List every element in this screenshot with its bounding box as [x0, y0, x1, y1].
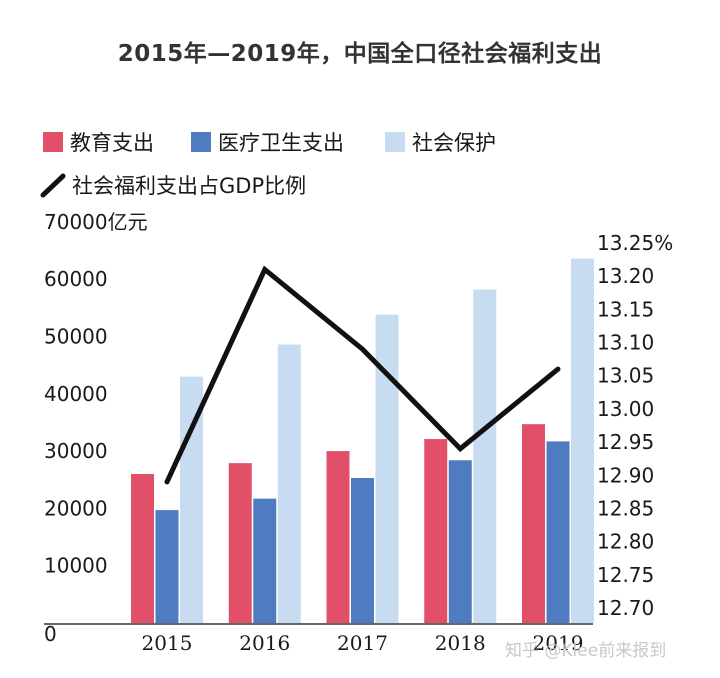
- y-right-tick-label: 13.10: [597, 331, 654, 355]
- bar-education-2019: [522, 424, 545, 623]
- bars-layer: [131, 258, 594, 623]
- y-left-tick-label: 50000: [44, 325, 108, 349]
- y-left-tick-label: 20000: [44, 496, 108, 520]
- bar-health-2018: [448, 460, 472, 623]
- y-right-tick-label: 13.00: [597, 397, 654, 421]
- bar-social-protection-2019: [571, 258, 594, 623]
- legend-swatch-education: [43, 132, 63, 152]
- y-left-tick-label: 70000亿元: [44, 210, 148, 234]
- legend-item-health: 医疗卫生支出: [191, 127, 344, 157]
- y-right-tick-label: 12.85: [597, 496, 654, 520]
- y-right-tick-label: 12.90: [597, 463, 654, 487]
- bar-social-protection-2016: [277, 344, 301, 623]
- legend-item-education: 教育支出: [43, 127, 154, 157]
- y-right-tick-label: 13.20: [597, 264, 654, 288]
- y-right-tick-label: 12.75: [597, 563, 654, 587]
- y-right-tick-label: 13.15: [597, 297, 654, 321]
- x-tick-label: 2016: [239, 631, 290, 655]
- ratio-line: [164, 265, 561, 485]
- axes-layer: 0 10000 20000 30000 40000 50000 60000 70000亿元 12…: [44, 210, 673, 655]
- bar-health-2015: [155, 510, 179, 623]
- legend-swatch-health: [191, 132, 211, 152]
- y-left-tick-label: 10000: [44, 554, 108, 578]
- y-left-tick-label: 60000: [44, 267, 108, 291]
- y-right-tick-label: 13.25%: [597, 231, 673, 255]
- legend-label-health: 医疗卫生支出: [218, 131, 344, 155]
- bar-social-protection-2018: [473, 289, 497, 623]
- legend-label-social-protection: 社会保护: [412, 131, 496, 155]
- bar-education-2016: [228, 463, 252, 623]
- x-tick-label: 2015: [142, 631, 193, 655]
- bar-social-protection-2017: [375, 314, 399, 623]
- legend-item-gdp-ratio: 社会福利支出占GDP比例: [40, 170, 306, 200]
- chart-title: 2015年—2019年，中国全口径社会福利支出: [117, 41, 603, 67]
- watermark-text: 知乎 @Klee前来报到: [505, 641, 667, 661]
- x-tick-label: 2017: [337, 631, 388, 655]
- y-right-tick-label: 13.05: [597, 364, 654, 388]
- bar-education-2018: [424, 439, 448, 623]
- x-tick-label: 2018: [435, 631, 486, 655]
- x-tick-label: 2019: [533, 631, 584, 655]
- y-left-tick-label: 30000: [44, 439, 108, 463]
- legend-line-icon: [40, 173, 66, 198]
- bar-education-2017: [326, 451, 350, 623]
- ratio-line-layer: [164, 265, 561, 485]
- legend-label-education: 教育支出: [70, 131, 154, 155]
- legend-swatch-social-protection: [385, 132, 405, 152]
- y-right-tick-label: 12.95: [597, 430, 654, 454]
- bar-health-2017: [351, 478, 374, 623]
- y-left-tick-label: 40000: [44, 382, 108, 406]
- bar-education-2015: [131, 474, 154, 623]
- y-left-tick-label: 0: [44, 622, 57, 646]
- y-right-tick-label: 12.70: [597, 596, 654, 620]
- legend-item-social-protection: 社会保护: [385, 127, 496, 157]
- bar-health-2016: [253, 498, 277, 623]
- legend-label-gdp-ratio: 社会福利支出占GDP比例: [72, 174, 307, 198]
- y-right-tick-label: 12.80: [597, 530, 654, 554]
- bar-health-2019: [546, 441, 570, 623]
